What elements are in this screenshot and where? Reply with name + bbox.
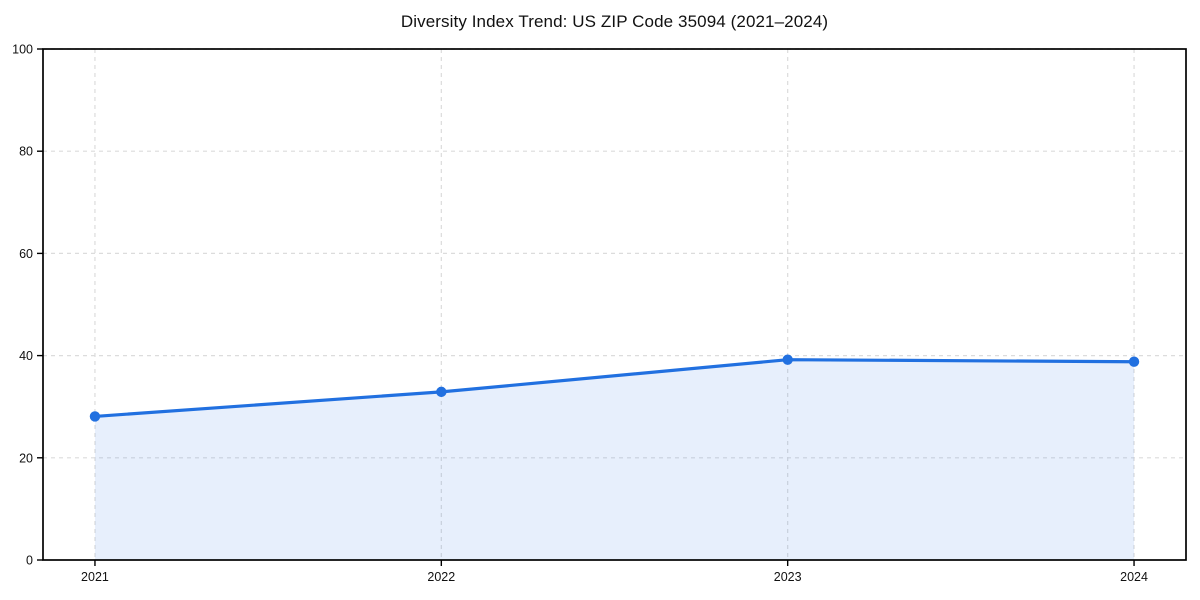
data-point — [436, 386, 447, 398]
data-point — [782, 354, 793, 365]
x-tick-label: 2021 — [81, 570, 109, 584]
y-tick-label: 20 — [19, 451, 33, 465]
data-point — [89, 411, 101, 422]
x-tick-label: 2022 — [427, 570, 455, 584]
chart-title: Diversity Index Trend: US ZIP Code 35094… — [400, 12, 829, 31]
area-fill — [94, 359, 1135, 560]
y-tick-label: 80 — [19, 145, 33, 159]
y-tick-label: 100 — [12, 43, 33, 57]
data-point — [1128, 356, 1140, 367]
y-tick-label: 0 — [26, 554, 33, 568]
plot-border — [42, 48, 1187, 561]
trend-line — [93, 358, 1136, 419]
x-tick-label: 2023 — [774, 570, 802, 584]
y-tick-label: 40 — [19, 349, 33, 363]
x-tick-label: 2024 — [1120, 570, 1148, 584]
y-tick-label: 60 — [19, 247, 33, 261]
